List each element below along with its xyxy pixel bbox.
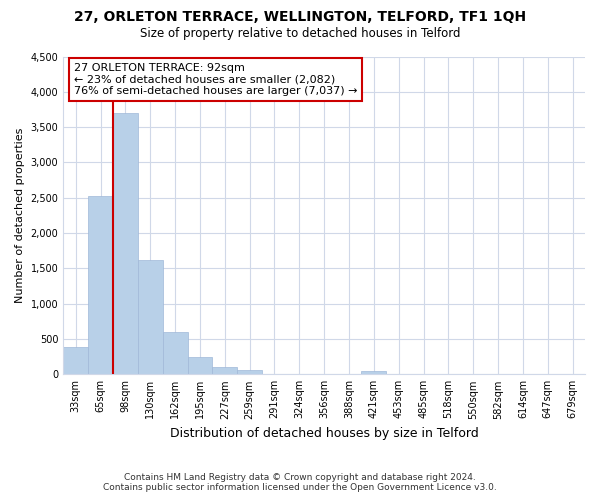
Bar (361, 371, 386, 374)
Bar (113, 113, 138, 374)
Bar (237, 370, 262, 374)
Bar (63, 348, 88, 374)
Bar (212, 367, 237, 374)
Text: Contains HM Land Registry data © Crown copyright and database right 2024.
Contai: Contains HM Land Registry data © Crown c… (103, 473, 497, 492)
Text: 27 ORLETON TERRACE: 92sqm
← 23% of detached houses are smaller (2,082)
76% of se: 27 ORLETON TERRACE: 92sqm ← 23% of detac… (74, 63, 357, 96)
Bar (138, 260, 163, 374)
Text: 27, ORLETON TERRACE, WELLINGTON, TELFORD, TF1 1QH: 27, ORLETON TERRACE, WELLINGTON, TELFORD… (74, 10, 526, 24)
Bar (163, 332, 188, 374)
Text: Size of property relative to detached houses in Telford: Size of property relative to detached ho… (140, 28, 460, 40)
Y-axis label: Number of detached properties: Number of detached properties (15, 128, 25, 303)
X-axis label: Distribution of detached houses by size in Telford: Distribution of detached houses by size … (170, 427, 479, 440)
Bar (188, 358, 212, 374)
Bar (88, 196, 113, 374)
